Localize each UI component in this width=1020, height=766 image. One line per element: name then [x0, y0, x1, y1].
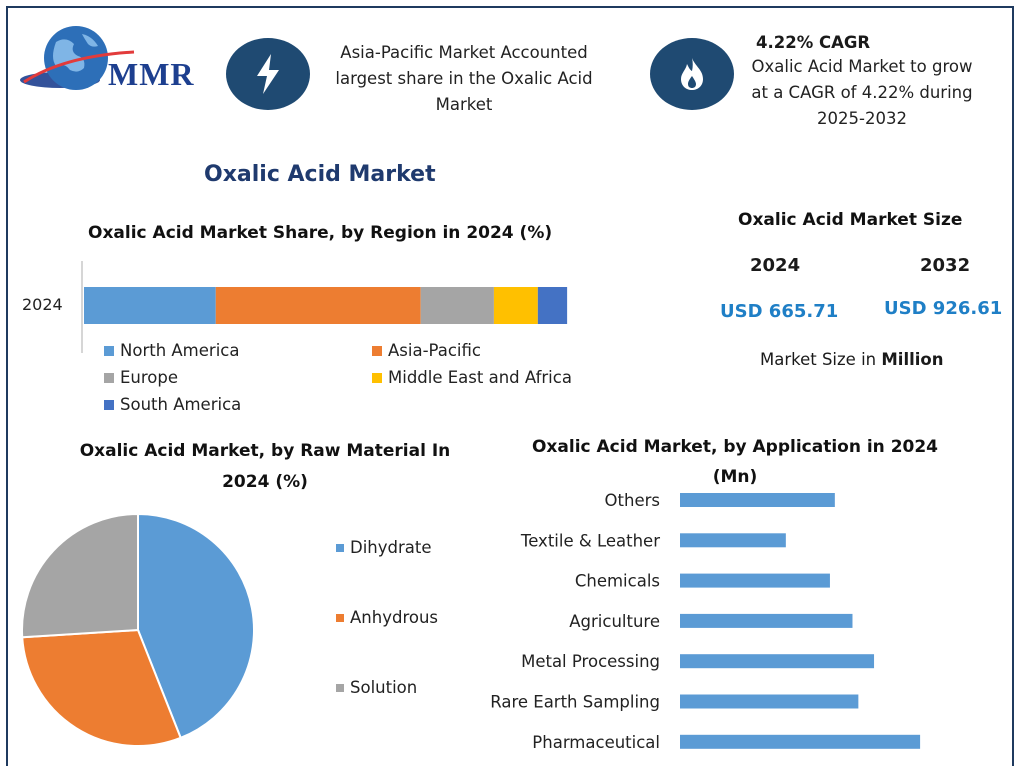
highlight-region-text: Asia-Pacific Market Accounted largest sh…	[318, 40, 610, 118]
market-size-value-2032: USD 926.61	[884, 298, 1003, 319]
title-line: Oxalic Acid Market, by Raw Material In	[79, 441, 451, 461]
legend-label: North America	[120, 341, 240, 360]
application-bar-pharmaceutical	[680, 734, 921, 749]
brand-name: MMR	[108, 56, 195, 92]
legend-label: Asia-Pacific	[388, 341, 481, 360]
application-label: Metal Processing	[521, 652, 660, 671]
legend-europe: Europe	[104, 368, 178, 387]
region-segment-south-america	[537, 287, 568, 324]
highlight-line: 2025-2032	[817, 109, 907, 128]
application-label: Textile & Leather	[520, 531, 660, 550]
market-size-title: Oxalic Acid Market Size	[738, 210, 963, 230]
legend-swatch	[372, 372, 382, 383]
region-segment-middle-east-and-africa	[493, 287, 538, 324]
legend-asia-pacific: Asia-Pacific	[372, 341, 481, 360]
legend-label: Solution	[350, 678, 418, 697]
legend-swatch	[104, 345, 114, 356]
application-chart: Others Textile & Leather Chemicals Agricult…	[490, 491, 921, 749]
globe-icon	[20, 26, 135, 90]
region-segment-europe	[420, 287, 494, 324]
market-size-year-2024: 2024	[750, 255, 801, 276]
application-label: Pharmaceutical	[532, 733, 660, 749]
flame-icon	[650, 38, 734, 110]
raw-material-pie	[21, 512, 255, 747]
application-bar-agriculture	[680, 613, 853, 628]
infographic-frame	[6, 6, 1014, 766]
application-bar-chemicals	[680, 573, 830, 588]
legend-label: Dihydrate	[350, 538, 432, 557]
brand-logo: MMR	[16, 20, 216, 100]
legend-solution: Solution	[336, 678, 496, 697]
page-title: Oxalic Acid Market	[204, 162, 436, 187]
region-segment-asia-pacific	[215, 287, 421, 324]
legend-swatch	[372, 345, 382, 356]
legend-label: Europe	[120, 368, 179, 387]
highlight-line: Oxalic Acid Market to grow	[751, 57, 973, 76]
application-label: Chemicals	[575, 572, 660, 591]
legend-label: Anhydrous	[350, 608, 439, 627]
title-line: 2024 (%)	[222, 472, 308, 492]
lightning-icon	[226, 38, 310, 110]
legend-swatch	[336, 613, 344, 622]
highlight-cagr: 4.22% CAGR Oxalic Acid Market to grow at…	[740, 32, 984, 132]
highlight-line: largest share in the Oxalic Acid	[335, 69, 593, 88]
legend-label: Middle East and Africa	[388, 368, 572, 387]
market-size-year-2032: 2032	[920, 255, 971, 276]
legend-north-america: North America	[104, 341, 239, 360]
raw-material-chart-title: Oxalic Acid Market, by Raw Material In 2…	[60, 436, 470, 498]
legend-swatch	[336, 683, 344, 692]
highlight-line: Asia-Pacific Market Accounted	[340, 43, 588, 62]
application-label: Agriculture	[569, 612, 660, 631]
title-line: Oxalic Acid Market, by Application in 20…	[531, 437, 939, 457]
market-size-value-2024: USD 665.71	[720, 301, 839, 322]
legend-mea: Middle East and Africa	[372, 368, 572, 387]
legend-label: South America	[120, 395, 242, 414]
application-bar-metal-processing	[680, 654, 875, 669]
market-size-note: Market Size in Million	[760, 350, 944, 369]
highlight-line: Market	[435, 95, 493, 114]
legend-swatch	[104, 372, 114, 383]
legend-swatch	[104, 399, 114, 410]
region-category-label: 2024	[22, 295, 63, 314]
application-chart-title: Oxalic Acid Market, by Application in 20…	[520, 432, 950, 492]
pie-slice-anhydrous	[21, 628, 183, 747]
pie-slice-dihydrate	[137, 512, 255, 740]
legend-south-america: South America	[104, 395, 241, 414]
market-size-note-unit: Million	[881, 350, 944, 369]
application-bar-textile-leather	[680, 533, 786, 548]
application-label: Rare Earth Sampling	[490, 693, 660, 712]
market-size-note-prefix: Market Size in	[760, 350, 882, 369]
pie-slice-solution	[21, 512, 139, 639]
legend-anhydrous: Anhydrous	[336, 608, 496, 627]
application-bar-rare-earth-sampling	[680, 694, 859, 709]
title-line: (Mn)	[712, 467, 758, 487]
highlight-line: at a CAGR of 4.22% during	[751, 83, 973, 102]
application-label: Others	[605, 491, 660, 510]
region-segment-north-america	[84, 287, 216, 324]
region-chart: 2024	[22, 261, 568, 353]
region-chart-title: Oxalic Acid Market Share, by Region in 2…	[88, 223, 553, 243]
application-bar-others	[680, 493, 835, 507]
legend-swatch	[336, 543, 344, 552]
legend-dihydrate: Dihydrate	[336, 538, 496, 557]
cagr-title: 4.22% CAGR	[756, 33, 871, 52]
